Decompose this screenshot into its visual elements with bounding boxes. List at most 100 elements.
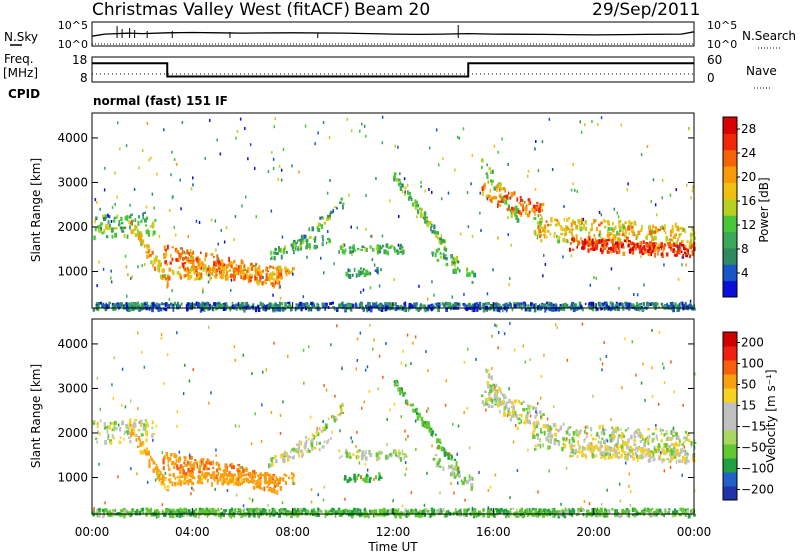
velocity-cell [344,475,347,480]
power-cell [137,265,139,269]
power-cell [208,303,211,308]
velocity-cell [111,428,114,432]
power-cell [231,301,234,304]
power-cell [246,269,249,273]
power-cell [304,307,307,311]
power-cell [111,302,115,306]
power-cell [362,288,365,292]
power-cell [239,270,243,275]
velocity-cell [139,442,143,447]
power-cell [601,250,603,255]
power-cell [369,245,372,249]
velocity-cell [253,473,256,479]
power-cell [668,245,671,249]
power-cell [101,305,104,308]
power-cell [336,207,338,210]
power-cell [373,263,376,267]
power-cell [566,218,569,222]
power-cell [148,307,151,311]
power-cell [463,292,465,296]
velocity-cell [268,509,271,514]
power-cell [417,209,419,215]
velocity-cell [178,479,181,484]
velocity-cell [617,455,620,460]
power-cell [272,266,274,270]
velocity-cell [258,486,262,490]
power-cell [538,303,541,307]
power-cell [622,251,626,256]
velocity-cell [534,425,536,431]
power-cell [604,220,607,223]
velocity-cell [512,405,516,411]
power-cell [267,170,270,173]
power-cell [595,245,598,251]
velocity-cell [671,455,674,461]
power-ylabel: Slant Range [km] [29,158,43,262]
power-cell [275,252,278,255]
velocity-cell [491,389,494,393]
power-cell [203,266,206,269]
velocity-cell [266,486,269,488]
velocity-cell [621,439,624,445]
power-cell [353,249,357,252]
power-cell [564,303,567,308]
velocity-cell [327,510,331,515]
velocity-cell [393,380,397,384]
velocity-cell [340,513,343,517]
power-cell [130,277,132,280]
velocity-cell [526,414,529,418]
power-cell [432,307,435,311]
velocity-cell [636,432,639,435]
power-cell [164,248,168,251]
power-cell [652,246,656,250]
velocity-cell [346,452,349,458]
power-cell [291,164,293,168]
power-cell [635,237,638,241]
power-cell [514,205,518,210]
power-cell [554,218,557,222]
velocity-cell [610,455,614,459]
velocity-cell [611,433,615,439]
power-cell [319,216,322,220]
velocity-cell [572,444,576,447]
power-cell [645,243,648,247]
velocity-cell [357,473,360,477]
power-cell [510,211,513,215]
power-cell [449,305,452,308]
power-cell [153,260,156,265]
velocity-cell [670,448,673,453]
velocity-cell [266,480,269,483]
power-cell [677,277,680,281]
velocity-cell [541,509,544,513]
velocity-cell [263,478,267,484]
velocity-cell [486,369,488,374]
velocity-cell [565,430,569,435]
power-cell [590,222,593,227]
velocity-cell [142,449,146,454]
velocity-cell [640,448,643,453]
velocity-cell [162,457,165,461]
velocity-cell [143,427,147,432]
velocity-cell [684,430,688,434]
velocity-cell [376,456,379,462]
velocity-cell [128,436,131,439]
velocity-cell [536,433,539,437]
velocity-cell [693,513,696,517]
power-cell [161,269,165,272]
velocity-cell [312,508,316,513]
power-cell [233,238,235,242]
power-cell [258,265,261,271]
power-colorbar-swatch [723,182,737,200]
power-cell [173,301,176,306]
power-cell [394,144,396,148]
velocity-cell [267,489,271,492]
power-cell [323,221,327,225]
power-cell [475,303,478,307]
power-cell [271,151,273,154]
velocity-cell [286,458,290,462]
power-cell [598,230,601,235]
velocity-cell [201,477,203,482]
velocity-cell [174,455,178,459]
power-cell [262,304,265,308]
power-cell [678,305,681,310]
